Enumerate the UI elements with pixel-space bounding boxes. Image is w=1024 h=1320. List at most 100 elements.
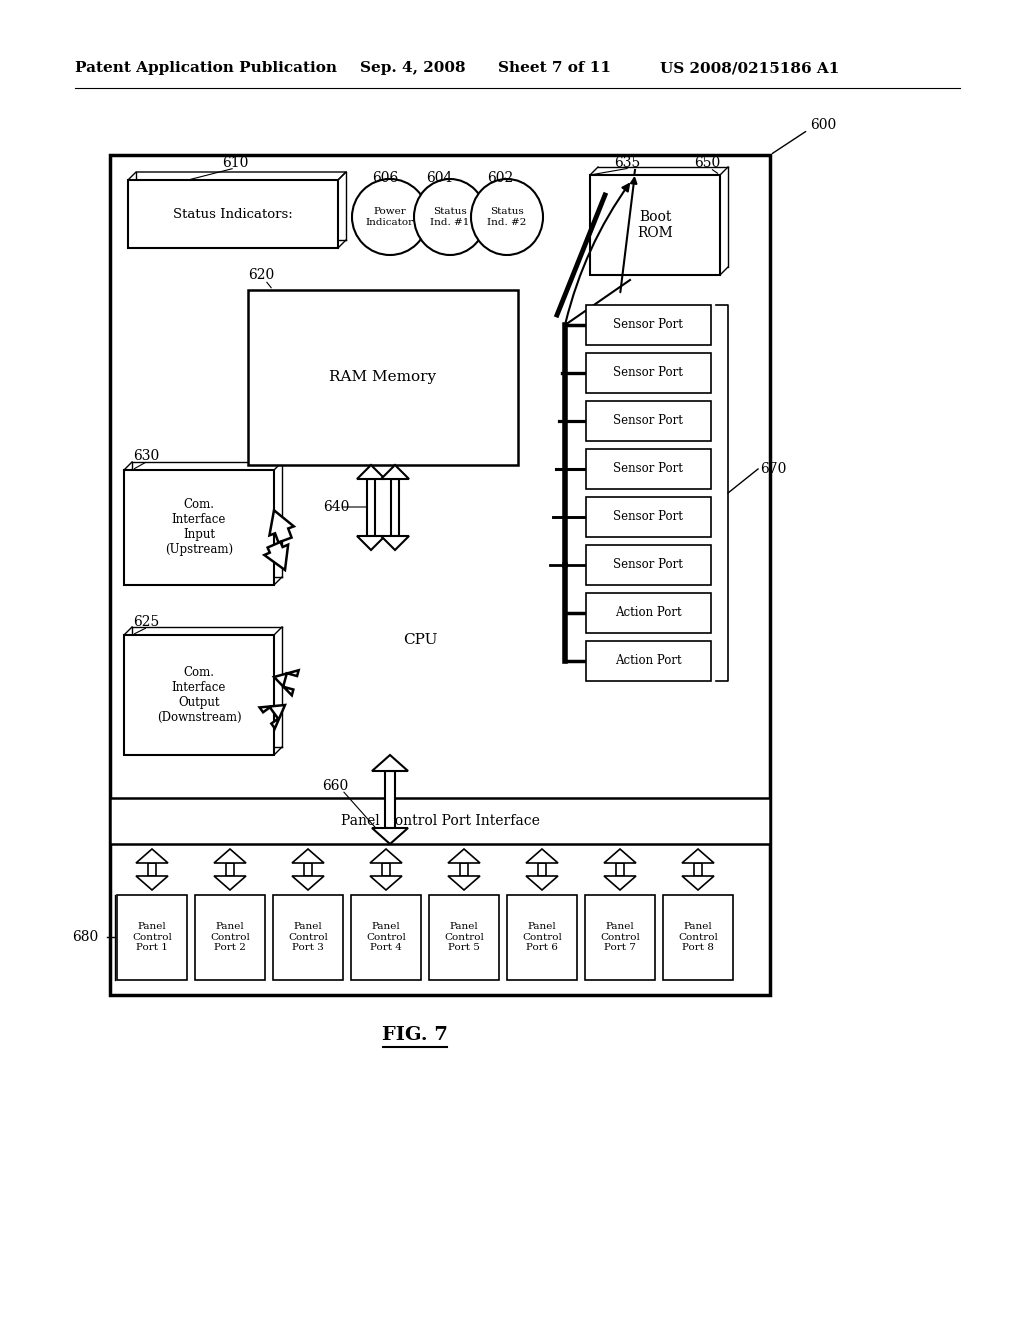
Text: Sensor Port: Sensor Port xyxy=(613,318,683,331)
Text: Sep. 4, 2008: Sep. 4, 2008 xyxy=(360,61,466,75)
Text: Sensor Port: Sensor Port xyxy=(613,462,683,475)
Bar xyxy=(124,635,274,755)
Bar xyxy=(248,290,518,465)
Bar xyxy=(148,863,156,876)
Text: Panel
Control
Port 8: Panel Control Port 8 xyxy=(678,923,718,952)
Bar xyxy=(304,863,312,876)
Text: Sensor Port: Sensor Port xyxy=(613,414,683,428)
Bar xyxy=(507,895,577,979)
Text: Action Port: Action Port xyxy=(614,606,681,619)
Polygon shape xyxy=(292,876,324,890)
Bar xyxy=(586,498,711,537)
Text: 625: 625 xyxy=(133,615,160,630)
Bar xyxy=(124,470,274,585)
Text: Action Port: Action Port xyxy=(614,655,681,668)
Text: RAM Memory: RAM Memory xyxy=(330,370,436,384)
Text: 602: 602 xyxy=(487,172,513,185)
Text: 670: 670 xyxy=(760,462,786,477)
Polygon shape xyxy=(269,511,294,543)
Text: Panel
Control
Port 3: Panel Control Port 3 xyxy=(288,923,328,952)
Text: 620: 620 xyxy=(248,268,274,282)
Polygon shape xyxy=(214,876,246,890)
Bar xyxy=(586,593,711,634)
Polygon shape xyxy=(449,876,480,890)
Polygon shape xyxy=(214,849,246,863)
Text: Status Indicators:: Status Indicators: xyxy=(173,207,293,220)
Bar xyxy=(195,895,265,979)
Bar xyxy=(586,545,711,585)
Polygon shape xyxy=(604,849,636,863)
Text: Panel
Control
Port 7: Panel Control Port 7 xyxy=(600,923,640,952)
Text: Panel
Control
Port 2: Panel Control Port 2 xyxy=(210,923,250,952)
Text: Patent Application Publication: Patent Application Publication xyxy=(75,61,337,75)
Bar xyxy=(616,863,624,876)
Polygon shape xyxy=(264,543,288,570)
Ellipse shape xyxy=(352,180,428,255)
Polygon shape xyxy=(604,876,636,890)
Bar xyxy=(694,863,702,876)
Text: Panel
Control
Port 6: Panel Control Port 6 xyxy=(522,923,562,952)
Text: Sensor Port: Sensor Port xyxy=(613,558,683,572)
Bar xyxy=(391,479,399,536)
Text: 604: 604 xyxy=(426,172,453,185)
Ellipse shape xyxy=(471,180,543,255)
Bar xyxy=(585,895,655,979)
Polygon shape xyxy=(682,849,714,863)
Polygon shape xyxy=(136,849,168,863)
Text: 606: 606 xyxy=(372,172,398,185)
Text: 640: 640 xyxy=(323,500,349,513)
Text: Boot
ROM: Boot ROM xyxy=(637,210,673,240)
Text: Sensor Port: Sensor Port xyxy=(613,367,683,380)
Bar xyxy=(385,771,395,828)
Text: 650: 650 xyxy=(694,156,720,170)
Polygon shape xyxy=(274,671,299,696)
Ellipse shape xyxy=(414,180,486,255)
Polygon shape xyxy=(526,876,558,890)
Text: 610: 610 xyxy=(222,156,249,170)
Bar xyxy=(590,176,720,275)
Text: CPU: CPU xyxy=(402,634,437,647)
Bar xyxy=(382,863,390,876)
Polygon shape xyxy=(526,849,558,863)
Bar xyxy=(460,863,468,876)
Text: Sensor Port: Sensor Port xyxy=(613,511,683,524)
Bar xyxy=(273,895,343,979)
Text: Com.
Interface
Output
(Downstream): Com. Interface Output (Downstream) xyxy=(157,667,242,723)
Text: Panel
Control
Port 1: Panel Control Port 1 xyxy=(132,923,172,952)
Bar xyxy=(586,401,711,441)
Text: FIG. 7: FIG. 7 xyxy=(382,1026,447,1044)
Polygon shape xyxy=(381,536,409,550)
Polygon shape xyxy=(357,465,385,479)
Bar xyxy=(586,352,711,393)
Text: 680: 680 xyxy=(72,931,98,944)
Bar xyxy=(586,642,711,681)
Bar xyxy=(351,895,421,979)
Bar xyxy=(538,863,546,876)
Text: Sheet 7 of 11: Sheet 7 of 11 xyxy=(498,61,611,75)
Bar xyxy=(110,799,770,843)
Bar xyxy=(117,895,187,979)
Polygon shape xyxy=(136,876,168,890)
Bar xyxy=(586,449,711,488)
Text: 660: 660 xyxy=(322,779,348,793)
Text: US 2008/0215186 A1: US 2008/0215186 A1 xyxy=(660,61,840,75)
Polygon shape xyxy=(372,755,408,771)
Polygon shape xyxy=(381,465,409,479)
Bar xyxy=(663,895,733,979)
Polygon shape xyxy=(259,705,285,729)
Text: Com.
Interface
Input
(Upstream): Com. Interface Input (Upstream) xyxy=(165,498,233,556)
Bar xyxy=(226,863,234,876)
Bar xyxy=(110,154,770,995)
Polygon shape xyxy=(292,849,324,863)
Text: Panel
Control
Port 5: Panel Control Port 5 xyxy=(444,923,484,952)
Polygon shape xyxy=(370,876,402,890)
Text: Panel
Control
Port 4: Panel Control Port 4 xyxy=(366,923,406,952)
Text: 630: 630 xyxy=(133,449,160,463)
Text: Panel Control Port Interface: Panel Control Port Interface xyxy=(341,814,540,828)
Text: 600: 600 xyxy=(810,117,837,132)
Text: Status
Ind. #2: Status Ind. #2 xyxy=(487,207,526,227)
Polygon shape xyxy=(449,849,480,863)
Bar xyxy=(429,895,499,979)
Text: Power
Indicator: Power Indicator xyxy=(366,207,414,227)
Polygon shape xyxy=(370,849,402,863)
